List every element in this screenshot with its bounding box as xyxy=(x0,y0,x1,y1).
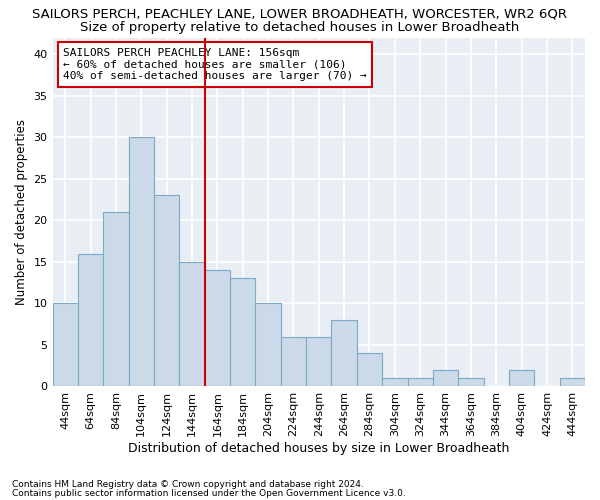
Bar xyxy=(53,304,78,386)
Text: Size of property relative to detached houses in Lower Broadheath: Size of property relative to detached ho… xyxy=(80,21,520,34)
Bar xyxy=(382,378,407,386)
Bar xyxy=(458,378,484,386)
Bar xyxy=(357,353,382,386)
Bar xyxy=(560,378,585,386)
Bar xyxy=(128,137,154,386)
Bar xyxy=(433,370,458,386)
Bar xyxy=(78,254,103,386)
Bar xyxy=(154,196,179,386)
Bar xyxy=(103,212,128,386)
Text: SAILORS PERCH PEACHLEY LANE: 156sqm
← 60% of detached houses are smaller (106)
4: SAILORS PERCH PEACHLEY LANE: 156sqm ← 60… xyxy=(63,48,367,81)
Text: Contains HM Land Registry data © Crown copyright and database right 2024.: Contains HM Land Registry data © Crown c… xyxy=(12,480,364,489)
Text: Contains public sector information licensed under the Open Government Licence v3: Contains public sector information licen… xyxy=(12,488,406,498)
Bar xyxy=(331,320,357,386)
Bar xyxy=(179,262,205,386)
Y-axis label: Number of detached properties: Number of detached properties xyxy=(15,119,28,305)
Bar xyxy=(205,270,230,386)
Bar xyxy=(281,336,306,386)
Bar xyxy=(407,378,433,386)
Bar xyxy=(230,278,256,386)
Bar xyxy=(256,304,281,386)
Bar xyxy=(509,370,534,386)
Text: SAILORS PERCH, PEACHLEY LANE, LOWER BROADHEATH, WORCESTER, WR2 6QR: SAILORS PERCH, PEACHLEY LANE, LOWER BROA… xyxy=(32,8,568,20)
X-axis label: Distribution of detached houses by size in Lower Broadheath: Distribution of detached houses by size … xyxy=(128,442,509,455)
Bar xyxy=(306,336,331,386)
